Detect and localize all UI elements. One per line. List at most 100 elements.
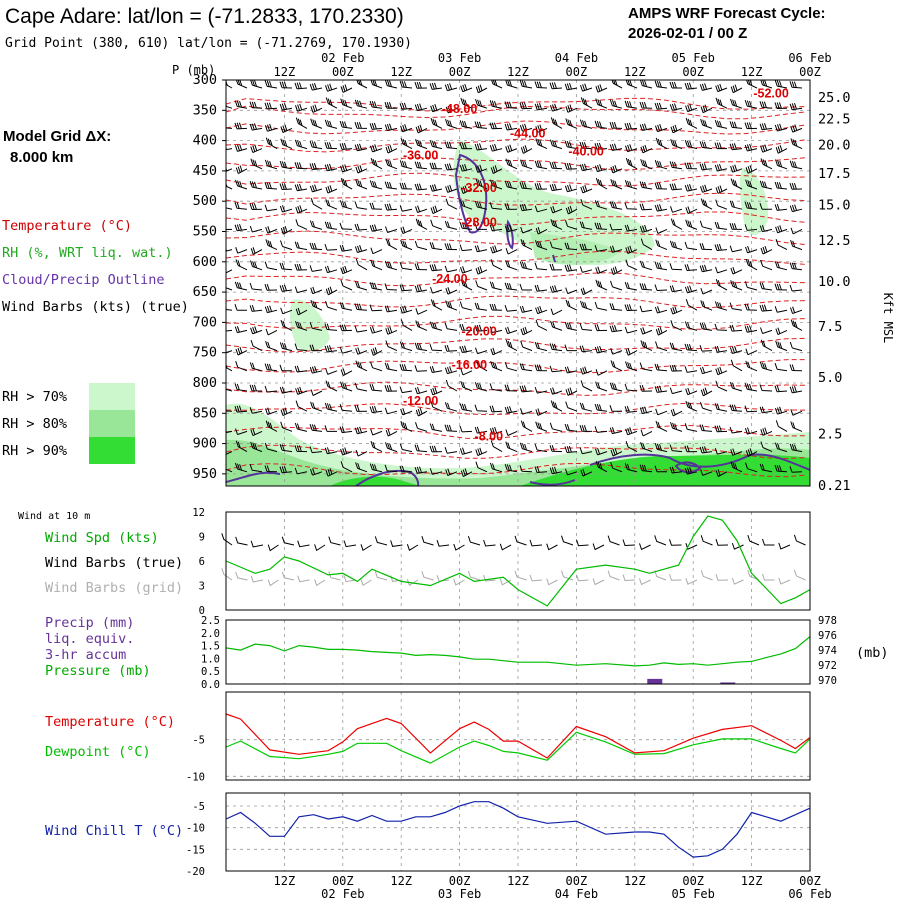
wind-barb: [490, 360, 503, 372]
wind-barb: [400, 407, 413, 416]
wind-barb: [369, 326, 383, 334]
wind-barb: [730, 280, 743, 291]
wind-barb: [265, 137, 278, 150]
wind-barb: [564, 242, 578, 251]
wind-barb: [640, 327, 653, 335]
wind-barb: [520, 239, 533, 251]
wind-barb: [235, 80, 248, 89]
wind-barb: [775, 159, 788, 170]
temperature-contour-label: -44.00: [510, 126, 545, 140]
wind-barb: [310, 299, 323, 311]
wind-barb: [250, 260, 263, 271]
wind-barb: [309, 344, 323, 352]
pressure-tick-label: 300: [193, 72, 217, 88]
wind-barb: [505, 326, 518, 335]
wind-barb-true: [778, 542, 791, 550]
wind-barb: [700, 118, 713, 129]
wind-barb: [700, 184, 713, 193]
wind-barb: [250, 326, 263, 335]
wind-barb: [745, 165, 758, 174]
wind-barb: [549, 365, 563, 373]
wind-barb: [475, 359, 488, 372]
wind-barb: [384, 464, 398, 473]
wind-barb: [280, 421, 293, 432]
wind-barb: [415, 139, 428, 150]
wind-barb: [414, 284, 428, 293]
wind-barb: [355, 360, 368, 372]
wind-barb: [414, 444, 428, 453]
wind-barb: [384, 203, 398, 211]
wind-barb: [519, 181, 533, 190]
wind-barb: [655, 227, 668, 234]
wind-barb: [639, 283, 653, 291]
wind-barb: [759, 361, 773, 372]
wind-chill-panel: -5 -10 -15 -20: [186, 792, 811, 878]
pressure-tick-label: 970: [818, 675, 837, 687]
wind-barb: [714, 323, 728, 331]
wind-barb: [504, 463, 518, 473]
wind-barb: [414, 386, 428, 395]
wind-barb: [294, 422, 308, 432]
wind-barb: [579, 141, 593, 150]
wind-barb: [789, 341, 803, 352]
wind-barb-true: [793, 534, 806, 546]
wind-barb: [790, 138, 803, 150]
wind-barb: [369, 304, 383, 312]
wind-barb: [226, 410, 233, 412]
wind-barb: [226, 228, 233, 231]
wind-barb: [295, 386, 308, 395]
wind-barb: [775, 327, 788, 336]
bottom-hour-label: 00Z: [449, 874, 471, 888]
wind-barb: [226, 468, 233, 473]
wind-barb: [399, 284, 413, 292]
wind-barb: [460, 185, 473, 194]
wind-barb: [445, 287, 458, 295]
wind-barb-grid: [514, 570, 527, 581]
wind-barb: [595, 381, 608, 392]
wind-barb: [325, 185, 338, 194]
wind-barb: [595, 98, 608, 109]
wind-barb: [700, 401, 713, 412]
wind-barb: [565, 118, 578, 129]
wind-barb: [265, 226, 278, 234]
wind-barb: [354, 99, 368, 109]
wind-barb: [369, 180, 383, 190]
wind-barb: [489, 426, 503, 435]
wind-barb: [339, 426, 353, 434]
wind-barb: [226, 182, 233, 190]
wind-barb: [444, 344, 458, 352]
wind-barb: [534, 103, 548, 111]
wind-barb: [474, 382, 488, 392]
wind-barb: [310, 389, 323, 396]
wind-barb: [264, 182, 278, 190]
series-line: [225, 515, 811, 607]
bottom-date-label: 06 Feb: [788, 887, 831, 900]
wind-barb: [624, 463, 638, 473]
wind-barb: [234, 281, 248, 291]
wind-barb: [610, 178, 623, 190]
temperature-isoline: [226, 444, 807, 460]
wind-barb: [355, 347, 368, 355]
wind-barb: [235, 165, 248, 175]
wind-barb-grid: [778, 577, 791, 585]
wind-barb: [654, 204, 668, 212]
wind-barb: [325, 300, 338, 311]
wind-barb: [265, 341, 278, 352]
wind-barb: [774, 80, 788, 89]
wind-barb: [280, 138, 293, 150]
wind-barb: [444, 424, 458, 432]
wind-barb: [414, 81, 428, 89]
wind-barb: [715, 366, 728, 376]
wind-barb: [744, 303, 758, 311]
wind-barb: [249, 282, 263, 291]
wind-barb: [624, 304, 638, 311]
wind-barb: [759, 203, 772, 210]
wind-barb: [325, 199, 338, 210]
wind-barb: [474, 245, 488, 253]
wind-barb: [474, 324, 488, 332]
wind-barb: [280, 240, 293, 251]
wind-barb: [790, 421, 803, 432]
wind-barb: [519, 102, 533, 110]
wind-barb: [415, 422, 428, 432]
wind-barb-true: [406, 544, 419, 551]
